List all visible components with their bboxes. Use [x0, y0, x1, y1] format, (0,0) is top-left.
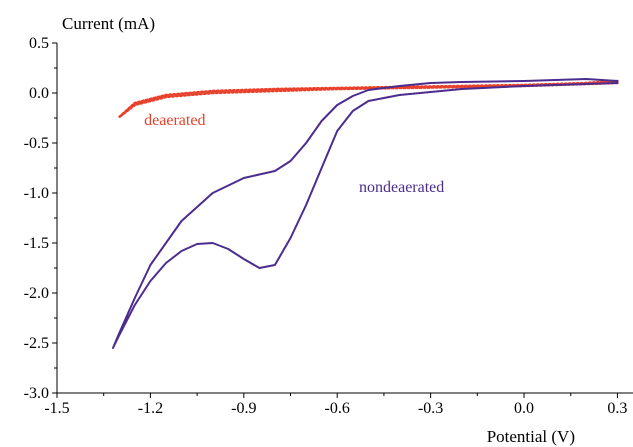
- series-layer: [112, 78, 619, 349]
- x-tick-label: -0.6: [325, 400, 350, 417]
- labels-layer: 0.50.0-0.5-1.0-1.5-2.0-2.5-3.0-1.5 -1.2 -0…: [24, 14, 628, 446]
- series-line-nondeaerated: [112, 78, 619, 349]
- y-tick-label: -2.5: [24, 335, 49, 352]
- x-tick-label: -0.9: [231, 400, 256, 417]
- x-axis-title: Potential (V): [487, 427, 575, 446]
- x-tick-label: -1.5: [44, 400, 69, 417]
- y-tick-label: -0.5: [24, 135, 49, 152]
- x-tick-label: 0.3: [607, 400, 627, 417]
- series-line-deaerated: [118, 79, 619, 119]
- x-tick-label: -0.3: [418, 400, 443, 417]
- y-tick-label: 0.0: [29, 85, 49, 102]
- x-tick-label: -1.2: [138, 400, 163, 417]
- x-tick-label: 0.0: [514, 400, 534, 417]
- y-axis-title: Current (mA): [62, 14, 155, 33]
- axes-layer: [52, 42, 633, 398]
- y-tick-label: 0.5: [29, 35, 49, 52]
- annotation-nondeaerated: nondeaerated: [359, 179, 444, 196]
- annotation-deaerated: deaerated: [144, 112, 205, 129]
- y-tick-label: -1.5: [24, 235, 49, 252]
- y-tick-label: -2.0: [24, 285, 49, 302]
- y-tick-label: -3.0: [24, 385, 49, 402]
- y-tick-label: -1.0: [24, 185, 49, 202]
